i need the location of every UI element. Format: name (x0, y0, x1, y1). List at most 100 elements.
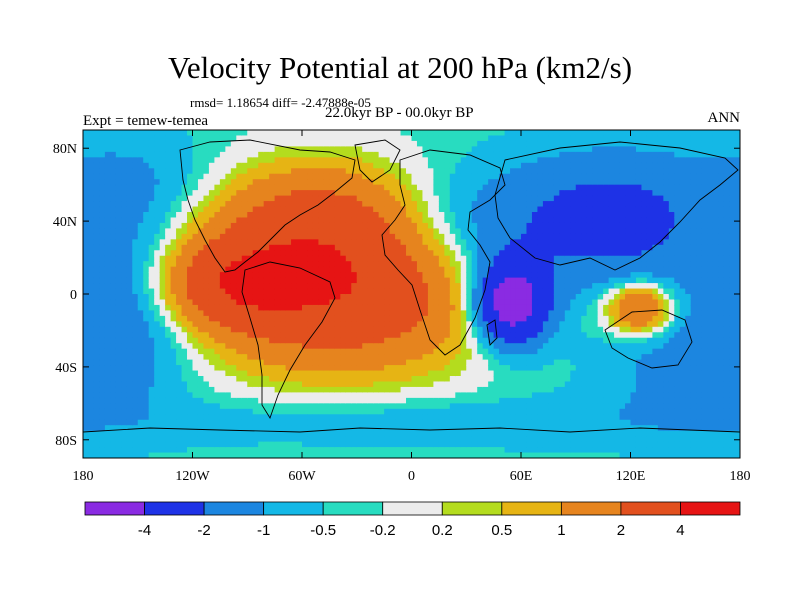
field-cell (482, 184, 489, 191)
field-cell (400, 299, 407, 306)
field-cell (449, 173, 456, 180)
field-cell (504, 272, 511, 279)
field-cell (258, 326, 265, 333)
field-cell (466, 376, 473, 383)
field-cell (493, 381, 500, 388)
field-cell (493, 326, 500, 333)
field-cell (126, 212, 133, 219)
field-cell (208, 272, 215, 279)
field-cell (422, 370, 429, 377)
field-cell (510, 403, 517, 410)
field-cell (395, 130, 402, 137)
field-cell (263, 201, 270, 208)
field-cell (340, 261, 347, 268)
field-cell (471, 261, 478, 268)
field-cell (219, 315, 226, 322)
field-cell (115, 452, 122, 458)
field-cell (400, 447, 407, 454)
field-cell (433, 430, 440, 437)
field-cell (219, 261, 226, 268)
field-cell (269, 430, 276, 437)
field-cell (537, 179, 544, 186)
field-cell (367, 179, 374, 186)
field-cell (83, 173, 90, 180)
field-cell (329, 190, 336, 197)
field-cell (318, 419, 325, 426)
field-cell (99, 228, 106, 235)
field-cell (219, 326, 226, 333)
field-cell (285, 321, 292, 328)
field-cell (165, 250, 172, 257)
field-cell (526, 228, 533, 235)
field-cell (504, 354, 511, 361)
field-cell (504, 294, 511, 301)
field-cell (137, 244, 144, 251)
field-cell (406, 255, 413, 262)
field-cell (400, 304, 407, 311)
field-cell (416, 354, 424, 361)
field-cell (241, 239, 248, 246)
field-cell (274, 436, 281, 443)
field-cell (236, 447, 243, 454)
field-cell (241, 190, 248, 197)
field-cell (263, 392, 270, 399)
field-cell (362, 376, 369, 383)
field-cell (329, 212, 336, 219)
field-cell (362, 233, 369, 240)
field-cell (219, 233, 226, 240)
field-cell (181, 381, 188, 388)
field-cell (455, 414, 462, 421)
field-cell (329, 436, 336, 443)
field-cell (362, 326, 369, 333)
field-cell (203, 277, 210, 284)
field-cell (104, 381, 111, 388)
field-cell (110, 135, 117, 142)
field-cell (258, 381, 265, 388)
field-cell (159, 332, 166, 339)
field-cell (362, 310, 369, 317)
field-cell (433, 179, 440, 186)
field-cell (504, 255, 511, 262)
field-cell (510, 408, 517, 415)
field-cell (159, 408, 166, 415)
field-cell (252, 244, 259, 251)
field-cell (378, 222, 385, 229)
field-cell (455, 255, 462, 262)
field-cell (477, 441, 484, 448)
field-cell (422, 239, 429, 246)
field-cell (416, 283, 424, 290)
field-cell (411, 414, 418, 421)
field-cell (121, 315, 128, 322)
field-cell (493, 244, 500, 251)
field-cell (252, 266, 259, 273)
field-cell (323, 386, 330, 393)
field-cell (115, 201, 122, 208)
field-cell (438, 130, 445, 137)
field-cell (258, 130, 265, 137)
field-cell (406, 250, 413, 257)
field-cell (444, 272, 451, 279)
field-cell (203, 337, 210, 344)
field-cell (165, 255, 172, 262)
field-cell (323, 408, 330, 415)
field-cell (285, 376, 292, 383)
field-cell (143, 222, 150, 229)
field-cell (504, 332, 511, 339)
field-cell (208, 359, 215, 366)
field-cell (356, 184, 363, 191)
field-cell (307, 430, 314, 437)
field-cell (477, 414, 484, 421)
field-cell (132, 162, 139, 169)
field-cell (93, 179, 101, 186)
field-cell (455, 157, 462, 164)
field-cell (466, 140, 473, 147)
field-cell (280, 343, 287, 350)
field-cell (411, 419, 418, 426)
field-cell (137, 414, 144, 421)
field-cell (269, 441, 276, 448)
field-cell (378, 283, 385, 290)
field-cell (378, 403, 385, 410)
field-cell (285, 304, 292, 311)
field-cell (499, 277, 506, 284)
field-cell (400, 326, 407, 333)
